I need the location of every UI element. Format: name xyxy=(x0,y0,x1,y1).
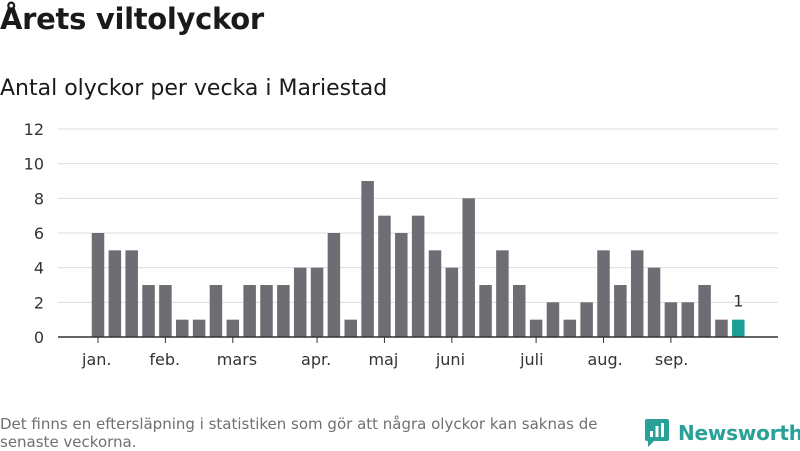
x-tick-label: mars xyxy=(217,350,257,369)
bar xyxy=(159,285,172,337)
bar xyxy=(614,285,627,337)
bar xyxy=(176,319,189,337)
bar-chart: 0 2 4 6 8 10 12 1 jan. feb. mars apr. maj juni juli aug… xyxy=(24,120,778,369)
bar xyxy=(260,285,273,337)
y-tick-label: 8 xyxy=(34,189,44,208)
bar-current-week xyxy=(732,319,745,337)
x-tick-label: feb. xyxy=(149,350,180,369)
chart-title: Årets viltolyckor xyxy=(0,2,264,36)
newsworthy-icon xyxy=(645,419,669,447)
brand-logo: Newsworthy xyxy=(644,418,800,448)
bar xyxy=(428,250,442,337)
bar xyxy=(310,267,324,337)
y-tick-label: 10 xyxy=(24,155,44,174)
x-tick-label: aug. xyxy=(588,350,623,369)
bar xyxy=(479,285,492,337)
bar xyxy=(681,302,694,337)
y-tick-label: 2 xyxy=(34,293,44,312)
x-tick-label: jan. xyxy=(81,350,111,369)
bar xyxy=(630,250,644,337)
x-tick-label: sep. xyxy=(655,350,688,369)
bar xyxy=(378,215,391,337)
bar xyxy=(513,285,526,337)
bar xyxy=(411,215,425,337)
y-tick-label: 4 xyxy=(34,259,44,278)
bar xyxy=(563,319,577,337)
bar xyxy=(462,198,475,337)
bar xyxy=(293,267,307,337)
x-tick-label: apr. xyxy=(301,350,331,369)
bar xyxy=(698,285,711,337)
bar xyxy=(647,267,661,337)
footnote: Det finns en eftersläpning i statistiken… xyxy=(0,415,598,451)
bar xyxy=(597,250,610,337)
bar xyxy=(142,285,155,337)
y-tick-label: 0 xyxy=(34,328,44,347)
bar xyxy=(496,250,509,337)
bar xyxy=(445,267,459,337)
bar xyxy=(664,302,678,337)
bar xyxy=(209,285,223,337)
y-tick-label: 6 xyxy=(34,224,44,243)
data-label: 1 xyxy=(733,292,743,311)
bar xyxy=(108,250,122,337)
bar xyxy=(344,319,357,337)
x-tick-label: maj xyxy=(368,350,398,369)
bar xyxy=(580,302,593,337)
bar xyxy=(395,233,408,337)
bar xyxy=(91,233,105,337)
bar xyxy=(243,285,256,337)
bar xyxy=(125,250,138,337)
brand-name: Newsworthy xyxy=(678,421,800,445)
bar xyxy=(529,319,543,337)
bar xyxy=(277,285,290,337)
bar xyxy=(546,302,560,337)
x-tick-label: juli xyxy=(519,350,543,369)
bar xyxy=(327,233,341,337)
bar xyxy=(226,319,240,337)
y-tick-label: 12 xyxy=(24,120,44,139)
bar xyxy=(192,319,206,337)
bar xyxy=(715,319,728,337)
bar xyxy=(361,181,374,337)
x-tick-label: juni xyxy=(435,350,465,369)
chart-subtitle: Antal olyckor per vecka i Mariestad xyxy=(0,76,388,101)
